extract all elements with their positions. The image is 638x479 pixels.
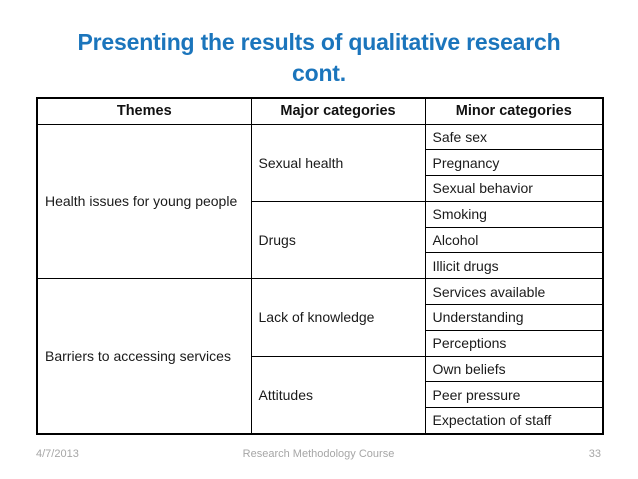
major-category-cell: Sexual health	[250, 123, 426, 202]
minor-category-cell: Understanding	[424, 304, 604, 331]
table-row: Peer pressure	[37, 381, 604, 409]
theme-cell: Health issues for young people	[36, 123, 252, 280]
table-row: Understanding	[37, 304, 604, 331]
table-row: Health issues for young people Sexual he…	[36, 123, 604, 280]
slide-footer: 4/7/2013 Research Methodology Course 33	[36, 448, 601, 464]
slide-title-line-2: cont.	[292, 60, 346, 86]
minor-category-cell: Alcohol	[424, 226, 604, 254]
minor-category-cell: Pregnancy	[424, 149, 604, 177]
minor-category-cell: Own beliefs	[424, 355, 604, 383]
table-row: Attitudes Own beliefs	[37, 355, 604, 435]
minor-category-cell: Expectation of staff	[424, 407, 604, 435]
major-category-cell: Drugs	[250, 200, 426, 280]
column-header-minor-categories: Minor categories	[424, 97, 604, 125]
slide-title-line-1: Presenting the results of qualitative re…	[77, 29, 561, 55]
table-row: Perceptions	[37, 329, 604, 357]
major-category-cell: Lack of knowledge	[250, 278, 426, 357]
table-row: Sexual behavior	[37, 175, 604, 202]
minor-category-cell: Sexual behavior	[424, 175, 604, 202]
header-row: Themes Major categories Minor categories	[36, 97, 604, 125]
column-header-major-categories: Major categories	[250, 97, 426, 125]
table-row: Pregnancy	[37, 149, 604, 177]
minor-category-cell: Safe sex	[424, 123, 604, 151]
results-table: Themes Major categories Minor categories…	[36, 97, 604, 435]
theme-cell: Barriers to accessing services	[36, 278, 252, 435]
minor-category-cell: Perceptions	[424, 329, 604, 357]
major-category-cell: Attitudes	[250, 355, 426, 435]
slide-title: Presenting the results of qualitative re…	[0, 27, 638, 89]
table-row: Barriers to accessing services Lack of k…	[36, 278, 604, 435]
column-header-themes: Themes	[36, 97, 252, 125]
table-row: Illicit drugs	[37, 252, 604, 280]
minor-category-cell: Smoking	[424, 200, 604, 228]
minor-category-cell: Services available	[424, 278, 604, 306]
slide-number: 33	[588, 448, 601, 460]
minor-category-cell: Peer pressure	[424, 381, 604, 409]
minor-category-cell: Illicit drugs	[424, 252, 604, 280]
slide-date: 4/7/2013	[36, 448, 79, 460]
table-row: Alcohol	[37, 226, 604, 254]
footer-course-label: Research Methodology Course	[242, 448, 395, 460]
table-row: Expectation of staff	[37, 407, 604, 435]
